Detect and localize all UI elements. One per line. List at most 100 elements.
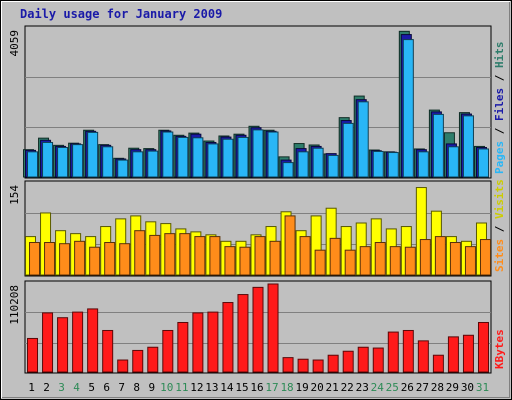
x-label-day-13: 13 [205,381,218,394]
panel-2: 154 Sites / Visits [8,179,506,277]
x-label-day-18: 18 [280,381,293,394]
bar-sites-13 [209,236,221,276]
bar-sites-17 [269,240,281,276]
x-label-day-24: 24 [371,381,385,394]
bar-pages-9 [147,150,159,178]
x-label-day-9: 9 [148,381,155,394]
x-label-day-6: 6 [103,381,110,394]
bar-kbytes-19 [297,358,309,373]
x-label-day-20: 20 [311,381,324,394]
bar-pages-28 [432,113,444,178]
x-label-day-21: 21 [326,381,339,394]
bar-sites-18 [284,215,296,276]
bar-pages-22 [342,122,354,178]
y-max-label-1: 4059 [8,30,21,57]
bar-kbytes-17 [267,283,279,373]
bar-sites-8 [134,230,146,276]
bar-kbytes-13 [207,311,219,373]
bar-kbytes-27 [417,340,429,373]
bar-sites-19 [299,236,311,276]
bar-pages-19 [297,151,309,178]
bar-pages-1 [27,151,39,178]
bar-sites-11 [179,233,191,276]
bar-kbytes-4 [72,311,84,373]
x-axis-labels: 1 2 3 4 5 6 7 8 9 10 11 12 13 14 15 16 17 18 19 20 21 22 23 24 2… [28,381,489,394]
bar-pages-24 [372,150,384,178]
bar-pages-29 [447,146,459,178]
x-label-day-14: 14 [220,381,234,394]
bar-pages-26 [402,39,414,178]
bar-sites-16 [254,236,266,276]
bar-pages-16 [252,129,264,178]
bar-kbytes-15 [237,294,249,373]
bar-sites-25 [389,246,401,276]
bar-pages-8 [132,151,144,178]
bar-kbytes-29 [447,336,459,373]
bar-pages-3 [57,147,69,178]
x-label-day-1: 1 [28,381,35,394]
bar-pages-2 [42,141,54,178]
bar-kbytes-22 [342,350,354,373]
bar-sites-27 [419,239,431,276]
bar-pages-21 [327,154,339,178]
y-max-label-2: 154 [8,185,21,205]
bar-kbytes-10 [162,329,174,373]
bar-sites-3 [59,243,71,276]
x-label-day-7: 7 [118,381,125,394]
x-label-day-11: 11 [175,381,188,394]
bar-kbytes-28 [432,354,444,373]
bar-kbytes-25 [387,331,399,373]
x-label-day-23: 23 [356,381,369,394]
x-label-day-12: 12 [190,381,203,394]
panel-1: 4059 Pages / Files / Hits [8,25,506,179]
x-label-day-8: 8 [133,381,140,394]
bar-pages-10 [162,131,174,178]
bar-sites-23 [359,246,371,276]
bar-kbytes-24 [372,347,384,373]
bar-kbytes-3 [57,317,69,373]
bar-kbytes-9 [147,346,159,373]
bar-kbytes-12 [192,312,204,373]
bar-sites-1 [29,242,41,276]
bar-kbytes-7 [117,359,129,373]
bar-sites-31 [479,239,491,276]
bar-pages-23 [357,101,369,178]
x-label-day-5: 5 [88,381,95,394]
x-label-day-29: 29 [446,381,459,394]
x-label-day-25: 25 [386,381,399,394]
bar-kbytes-14 [222,302,234,373]
panel-3: 110208 KBytes [8,280,506,374]
series-label-3: KBytes [493,329,506,369]
bar-kbytes-1 [27,337,39,373]
bar-sites-9 [149,234,161,276]
x-label-day-30: 30 [461,381,474,394]
x-label-day-4: 4 [73,381,80,394]
bar-pages-20 [312,147,324,178]
bar-kbytes-30 [462,334,474,373]
x-label-day-22: 22 [341,381,354,394]
bar-sites-6 [104,242,116,276]
bar-pages-25 [387,152,399,178]
bar-pages-15 [237,136,249,178]
bar-kbytes-18 [282,357,294,373]
bar-pages-27 [417,151,429,178]
bar-pages-14 [222,138,234,178]
bar-kbytes-23 [357,346,369,373]
x-label-day-28: 28 [431,381,444,394]
bar-kbytes-2 [42,312,54,373]
bar-pages-5 [87,131,99,178]
bar-kbytes-5 [87,308,99,373]
bar-pages-18 [282,162,294,178]
bar-pages-13 [207,143,219,178]
x-label-day-15: 15 [235,381,248,394]
bar-kbytes-20 [312,359,324,373]
bar-sites-20 [314,249,326,276]
bar-sites-15 [239,246,251,276]
bar-sites-10 [164,233,176,276]
x-label-day-10: 10 [160,381,173,394]
bar-pages-6 [102,146,114,178]
bar-sites-5 [89,246,101,276]
x-label-day-17: 17 [265,381,278,394]
bar-pages-12 [192,137,204,178]
